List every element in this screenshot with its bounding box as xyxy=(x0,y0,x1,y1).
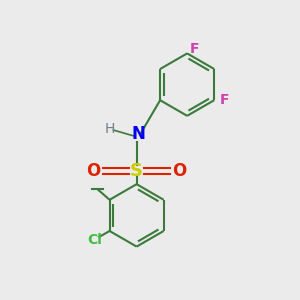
Text: F: F xyxy=(220,93,229,107)
Text: O: O xyxy=(172,162,187,180)
Text: O: O xyxy=(86,162,101,180)
Text: Cl: Cl xyxy=(87,233,102,247)
Text: F: F xyxy=(190,42,200,56)
Text: H: H xyxy=(105,122,115,136)
Text: S: S xyxy=(130,162,143,180)
Text: N: N xyxy=(131,125,145,143)
